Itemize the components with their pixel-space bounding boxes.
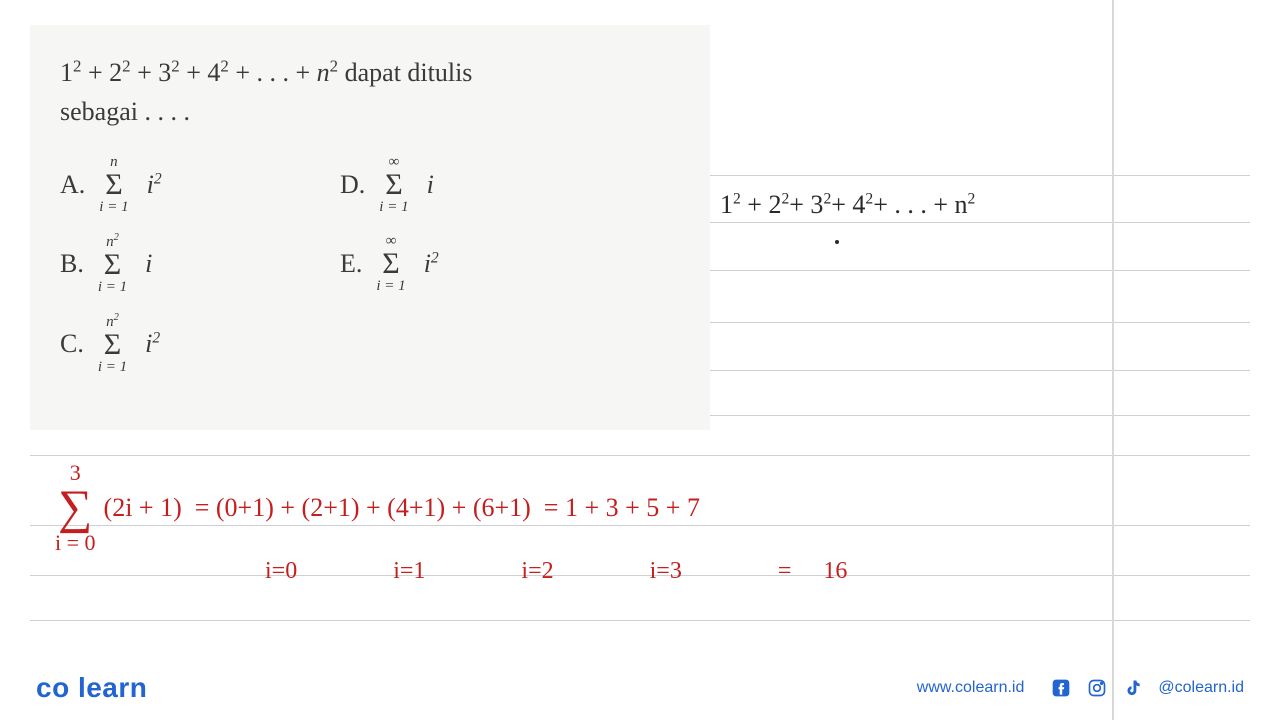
red-sigma-glyph: ∑	[58, 484, 92, 532]
instagram-icon	[1086, 677, 1108, 699]
handwritten-dot	[835, 240, 839, 244]
handwritten-expression: 12 + 22+ 32+ 42+ . . . + n2	[720, 190, 975, 220]
sigma-lower: i = 1	[98, 280, 127, 295]
facebook-icon	[1050, 677, 1072, 699]
option-label: E.	[340, 249, 362, 279]
option-label: D.	[340, 170, 365, 200]
question-line-1: 12 + 22 + 32 + 42 + . . . + n2 dapat dit…	[60, 53, 680, 92]
footer-bar: co learn www.colearn.id @colearn.id	[0, 656, 1280, 720]
option-label: B.	[60, 249, 84, 279]
red-sigma-lower: i = 0	[55, 532, 96, 554]
option: D. ∞Σi = 1 i	[340, 155, 620, 215]
sigma-lower: i = 1	[99, 200, 128, 215]
sigma-expression: i	[427, 170, 434, 200]
right-margin-divider	[1112, 0, 1114, 720]
option: E. ∞Σi = 1 i2	[340, 233, 620, 295]
brand-logo: co learn	[36, 672, 147, 704]
red-expansion-line-2: i=0 i=1 i=2 i=3 = 16	[265, 556, 847, 587]
option-label: A.	[60, 170, 85, 200]
sigma-notation: nΣi = 1	[99, 155, 128, 215]
sigma-notation: n2Σi = 1	[98, 233, 127, 295]
sigma-glyph: Σ	[382, 249, 399, 279]
sigma-expression: i	[145, 249, 152, 279]
sigma-notation: ∞Σi = 1	[376, 234, 405, 294]
sigma-lower: i = 1	[376, 279, 405, 294]
question-panel: 12 + 22 + 32 + 42 + . . . + n2 dapat dit…	[30, 25, 710, 430]
sigma-glyph: Σ	[105, 170, 122, 200]
option: C. n2Σi = 1 i2	[60, 313, 340, 375]
option-label: C.	[60, 329, 84, 359]
sigma-lower: i = 1	[98, 360, 127, 375]
red-expansion-line-1: (2i + 1) = (0+1) + (2+1) + (4+1) + (6+1)…	[104, 491, 700, 525]
footer-handle: @colearn.id	[1158, 679, 1244, 697]
ruled-line	[30, 620, 1250, 621]
sigma-glyph: Σ	[104, 330, 121, 360]
red-sigma-line: 3 ∑ i = 0 (2i + 1) = (0+1) + (2+1) + (4+…	[55, 462, 700, 554]
footer-url: www.colearn.id	[917, 679, 1025, 697]
red-worked-solution: 3 ∑ i = 0 (2i + 1) = (0+1) + (2+1) + (4+…	[55, 455, 847, 587]
sigma-expression: i2	[424, 249, 439, 279]
sigma-expression: i2	[145, 329, 160, 359]
sigma-glyph: Σ	[385, 170, 402, 200]
tiktok-icon	[1122, 677, 1144, 699]
options-grid: A. nΣi = 1 i2 D. ∞Σi = 1 i B. n2Σi = 1 i E. ∞Σi = …	[60, 155, 680, 375]
footer-right: www.colearn.id @colearn.id	[917, 677, 1244, 699]
sigma-expression: i2	[147, 170, 162, 200]
sigma-notation: n2Σi = 1	[98, 313, 127, 375]
option: A. nΣi = 1 i2	[60, 155, 340, 215]
question-line-2: sebagai . . . .	[60, 92, 680, 131]
sigma-glyph: Σ	[104, 250, 121, 280]
sigma-notation: ∞Σi = 1	[379, 155, 408, 215]
sigma-lower: i = 1	[379, 200, 408, 215]
question-text: 12 + 22 + 32 + 42 + . . . + n2 dapat dit…	[60, 53, 680, 131]
red-sigma-symbol: 3 ∑ i = 0	[55, 462, 96, 554]
option: B. n2Σi = 1 i	[60, 233, 340, 295]
